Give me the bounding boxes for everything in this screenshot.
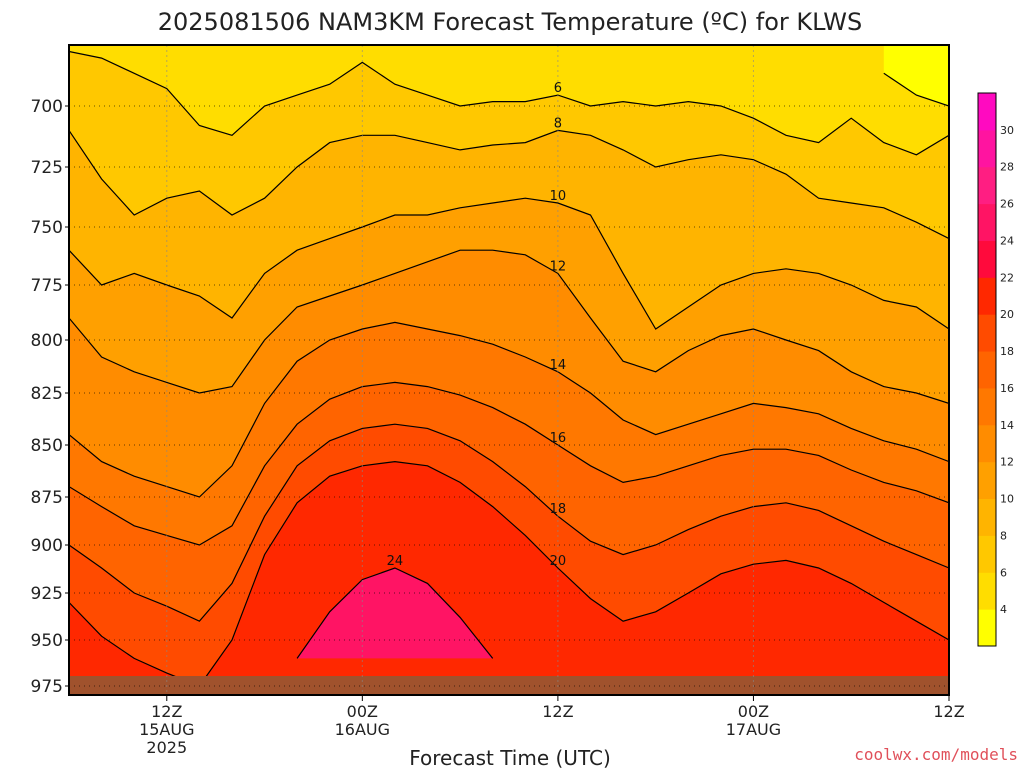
x-tick-label-0-2: 2025 — [146, 738, 187, 757]
isotherm-label-24: 24 — [387, 554, 404, 569]
colorbar-label-4: 4 — [1000, 603, 1007, 616]
colorbar-label-26: 26 — [1000, 198, 1014, 211]
colorbar-swatch-6 — [978, 387, 996, 426]
colorbar-label-8: 8 — [1000, 529, 1007, 542]
colorbar-label-12: 12 — [1000, 456, 1014, 469]
colorbar-swatch-10 — [978, 240, 996, 278]
colorbar-swatch-2 — [978, 535, 996, 573]
isotherm-label-16: 16 — [550, 431, 567, 446]
x-tick-label-4-0: 12Z — [933, 702, 964, 721]
colorbar-label-6: 6 — [1000, 566, 1007, 579]
y-tick-label-800: 800 — [31, 331, 63, 351]
colorbar-swatch-5 — [978, 424, 996, 463]
y-tick-label-825: 825 — [31, 384, 63, 404]
y-tick-label-925: 925 — [31, 584, 63, 604]
y-tick-label-950: 950 — [31, 631, 63, 651]
ground-band — [69, 676, 949, 694]
colorbar-swatch-4 — [978, 461, 996, 500]
fill-band-20 — [69, 461, 949, 695]
x-tick-label-3-0: 00Z — [738, 702, 769, 721]
colorbar-label-14: 14 — [1000, 419, 1014, 432]
colorbar-label-22: 22 — [1000, 271, 1014, 284]
fill-band-4 — [883, 45, 949, 106]
y-tick-label-900: 900 — [31, 536, 63, 556]
x-tick-label-2-0: 12Z — [542, 702, 573, 721]
isotherm-10 — [69, 197, 949, 330]
y-tick-label-750: 750 — [31, 218, 63, 238]
colorbar-swatch-14 — [978, 93, 996, 131]
colorbar-swatch-12 — [978, 166, 996, 205]
colorbar-label-24: 24 — [1000, 234, 1014, 247]
y-axis: 700 725 750 775 800 825 850 875 900 925 950 975 — [31, 97, 69, 697]
colorbar-swatch-11 — [978, 203, 996, 241]
colorbar-swatch-0 — [978, 609, 996, 647]
colorbar-swatch-3 — [978, 498, 996, 536]
y-tick-label-775: 775 — [31, 276, 63, 296]
x-tick-label-3-1: 17AUG — [726, 720, 781, 739]
isotherm-20 — [69, 460, 949, 687]
colorbar-label-18: 18 — [1000, 345, 1014, 358]
y-tick-label-875: 875 — [31, 488, 63, 508]
colorbar-label-16: 16 — [1000, 382, 1014, 395]
x-axis-label: Forecast Time (UTC) — [409, 746, 611, 768]
grid-lines — [69, 45, 950, 695]
colorbar-swatch-7 — [978, 351, 996, 389]
isotherm-24 — [296, 567, 494, 659]
colorbar-label-10: 10 — [1000, 493, 1014, 506]
colorbar-frame — [977, 92, 997, 647]
x-tick-label-1-0: 00Z — [347, 702, 378, 721]
temperature-fill — [69, 45, 949, 695]
colorbar-label-28: 28 — [1000, 161, 1014, 174]
y-tick-label-725: 725 — [31, 158, 63, 178]
plot-frame — [68, 44, 950, 696]
isotherm-label-18: 18 — [550, 502, 567, 517]
y-tick-label-975: 975 — [31, 677, 63, 697]
isotherm-label-6: 6 — [554, 81, 562, 96]
isotherm-label-10: 10 — [550, 189, 567, 204]
y-tick-label-850: 850 — [31, 436, 63, 456]
x-tick-label-0-0: 12Z — [151, 702, 182, 721]
colorbar-swatch-13 — [978, 129, 996, 168]
credit-text: coolwx.com/models — [854, 745, 1018, 764]
colorbar: 4 6 8 10 12 14 16 18 20 22 24 26 28 30 — [977, 92, 1014, 647]
chart-title: 2025081506 NAM3KM Forecast Temperature (… — [158, 8, 863, 36]
colorbar-swatch-8 — [978, 314, 996, 352]
colorbar-label-30: 30 — [1000, 124, 1014, 137]
isotherm-12 — [69, 249, 949, 405]
colorbar-swatch-1 — [978, 572, 996, 610]
x-tick-label-0-1: 15AUG — [139, 720, 194, 739]
x-tick-label-1-1: 16AUG — [335, 720, 390, 739]
colorbar-swatch-9 — [978, 277, 996, 315]
isotherm-label-20: 20 — [550, 554, 567, 569]
y-tick-label-700: 700 — [31, 97, 63, 117]
isotherm-label-12: 12 — [550, 259, 567, 274]
colorbar-label-20: 20 — [1000, 308, 1014, 321]
fill-band-24 — [297, 568, 493, 659]
isotherm-4 — [883, 72, 949, 107]
isotherm-label-14: 14 — [550, 358, 567, 373]
isotherm-label-8: 8 — [554, 116, 562, 131]
